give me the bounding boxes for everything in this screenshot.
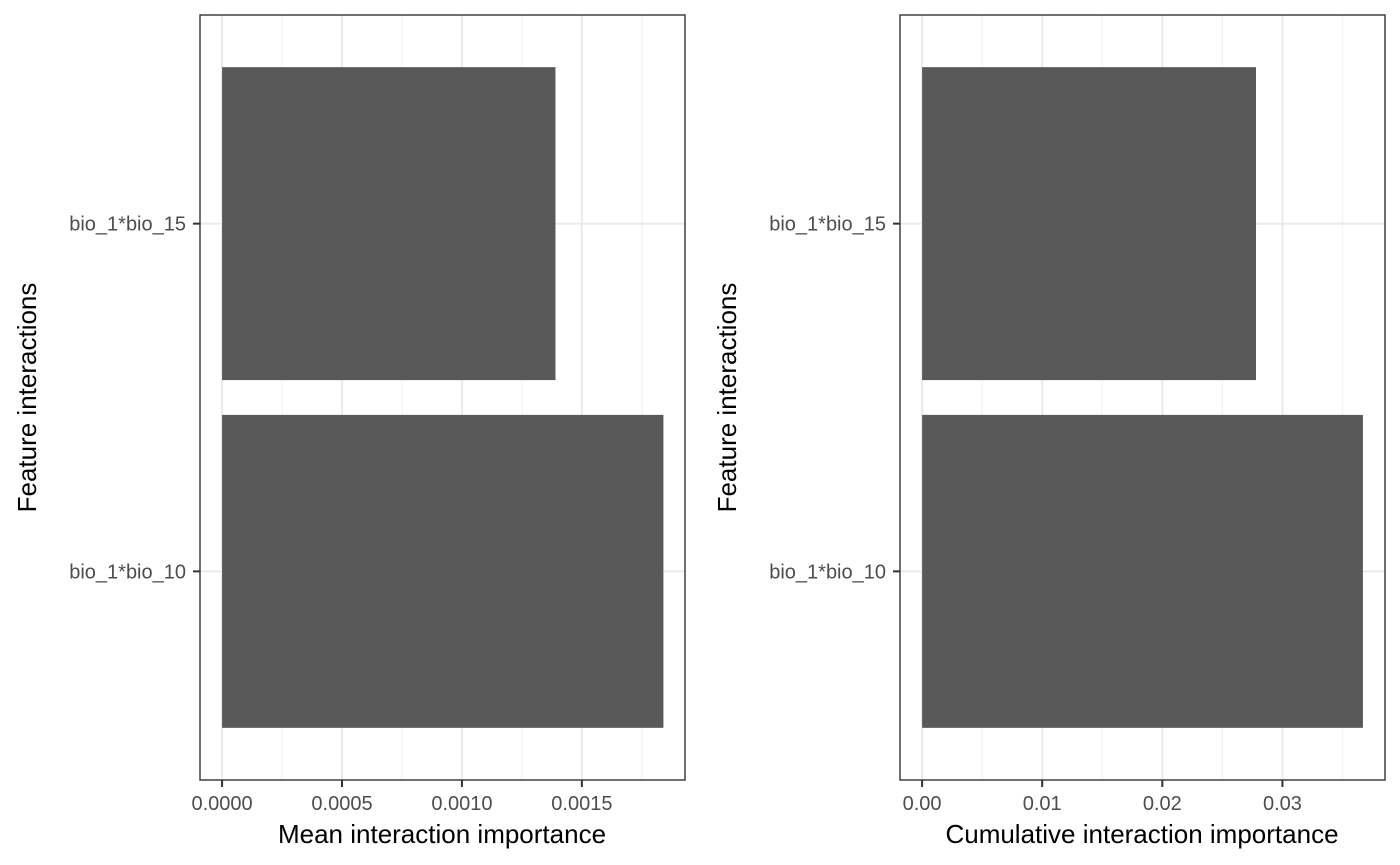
- bar-bio-1-bio-15: [922, 67, 1257, 381]
- x-tick-label: 0.0015: [551, 793, 612, 815]
- y-tick-label: bio_1*bio_15: [69, 214, 186, 236]
- bar-bio-1-bio-10: [222, 414, 664, 728]
- bar-bio-1-bio-10: [922, 414, 1363, 728]
- bars: [222, 67, 664, 728]
- x-axis-title: Cumulative interaction importance: [945, 819, 1338, 849]
- x-tick-label: 0.0005: [311, 793, 372, 815]
- x-axis-title: Mean interaction importance: [278, 819, 606, 849]
- x-axis: 0.0000 0.0005 0.0010 0.0015: [191, 780, 612, 815]
- x-axis: 0.00 0.01 0.02 0.03: [903, 780, 1302, 815]
- x-tick-label: 0.00: [903, 793, 942, 815]
- x-tick-label: 0.02: [1143, 793, 1182, 815]
- y-axis: bio_1*bio_15 bio_1*bio_10: [769, 214, 900, 583]
- panel-border: [899, 14, 1386, 781]
- y-tick-label: bio_1*bio_15: [769, 214, 886, 236]
- y-axis-title: Feature interactions: [12, 283, 42, 513]
- x-tick-label: 0.03: [1263, 793, 1302, 815]
- y-tick-label: bio_1*bio_10: [769, 561, 886, 583]
- bar-bio-1-bio-15: [222, 67, 556, 381]
- y-tick-label: bio_1*bio_10: [69, 561, 186, 583]
- x-tick-label: 0.01: [1023, 793, 1062, 815]
- bars: [922, 67, 1363, 728]
- y-axis-title: Feature interactions: [712, 283, 742, 513]
- x-tick-label: 0.0000: [191, 793, 252, 815]
- panel-border: [199, 14, 686, 781]
- y-axis: bio_1*bio_15 bio_1*bio_10: [69, 214, 200, 583]
- x-tick-label: 0.0010: [431, 793, 492, 815]
